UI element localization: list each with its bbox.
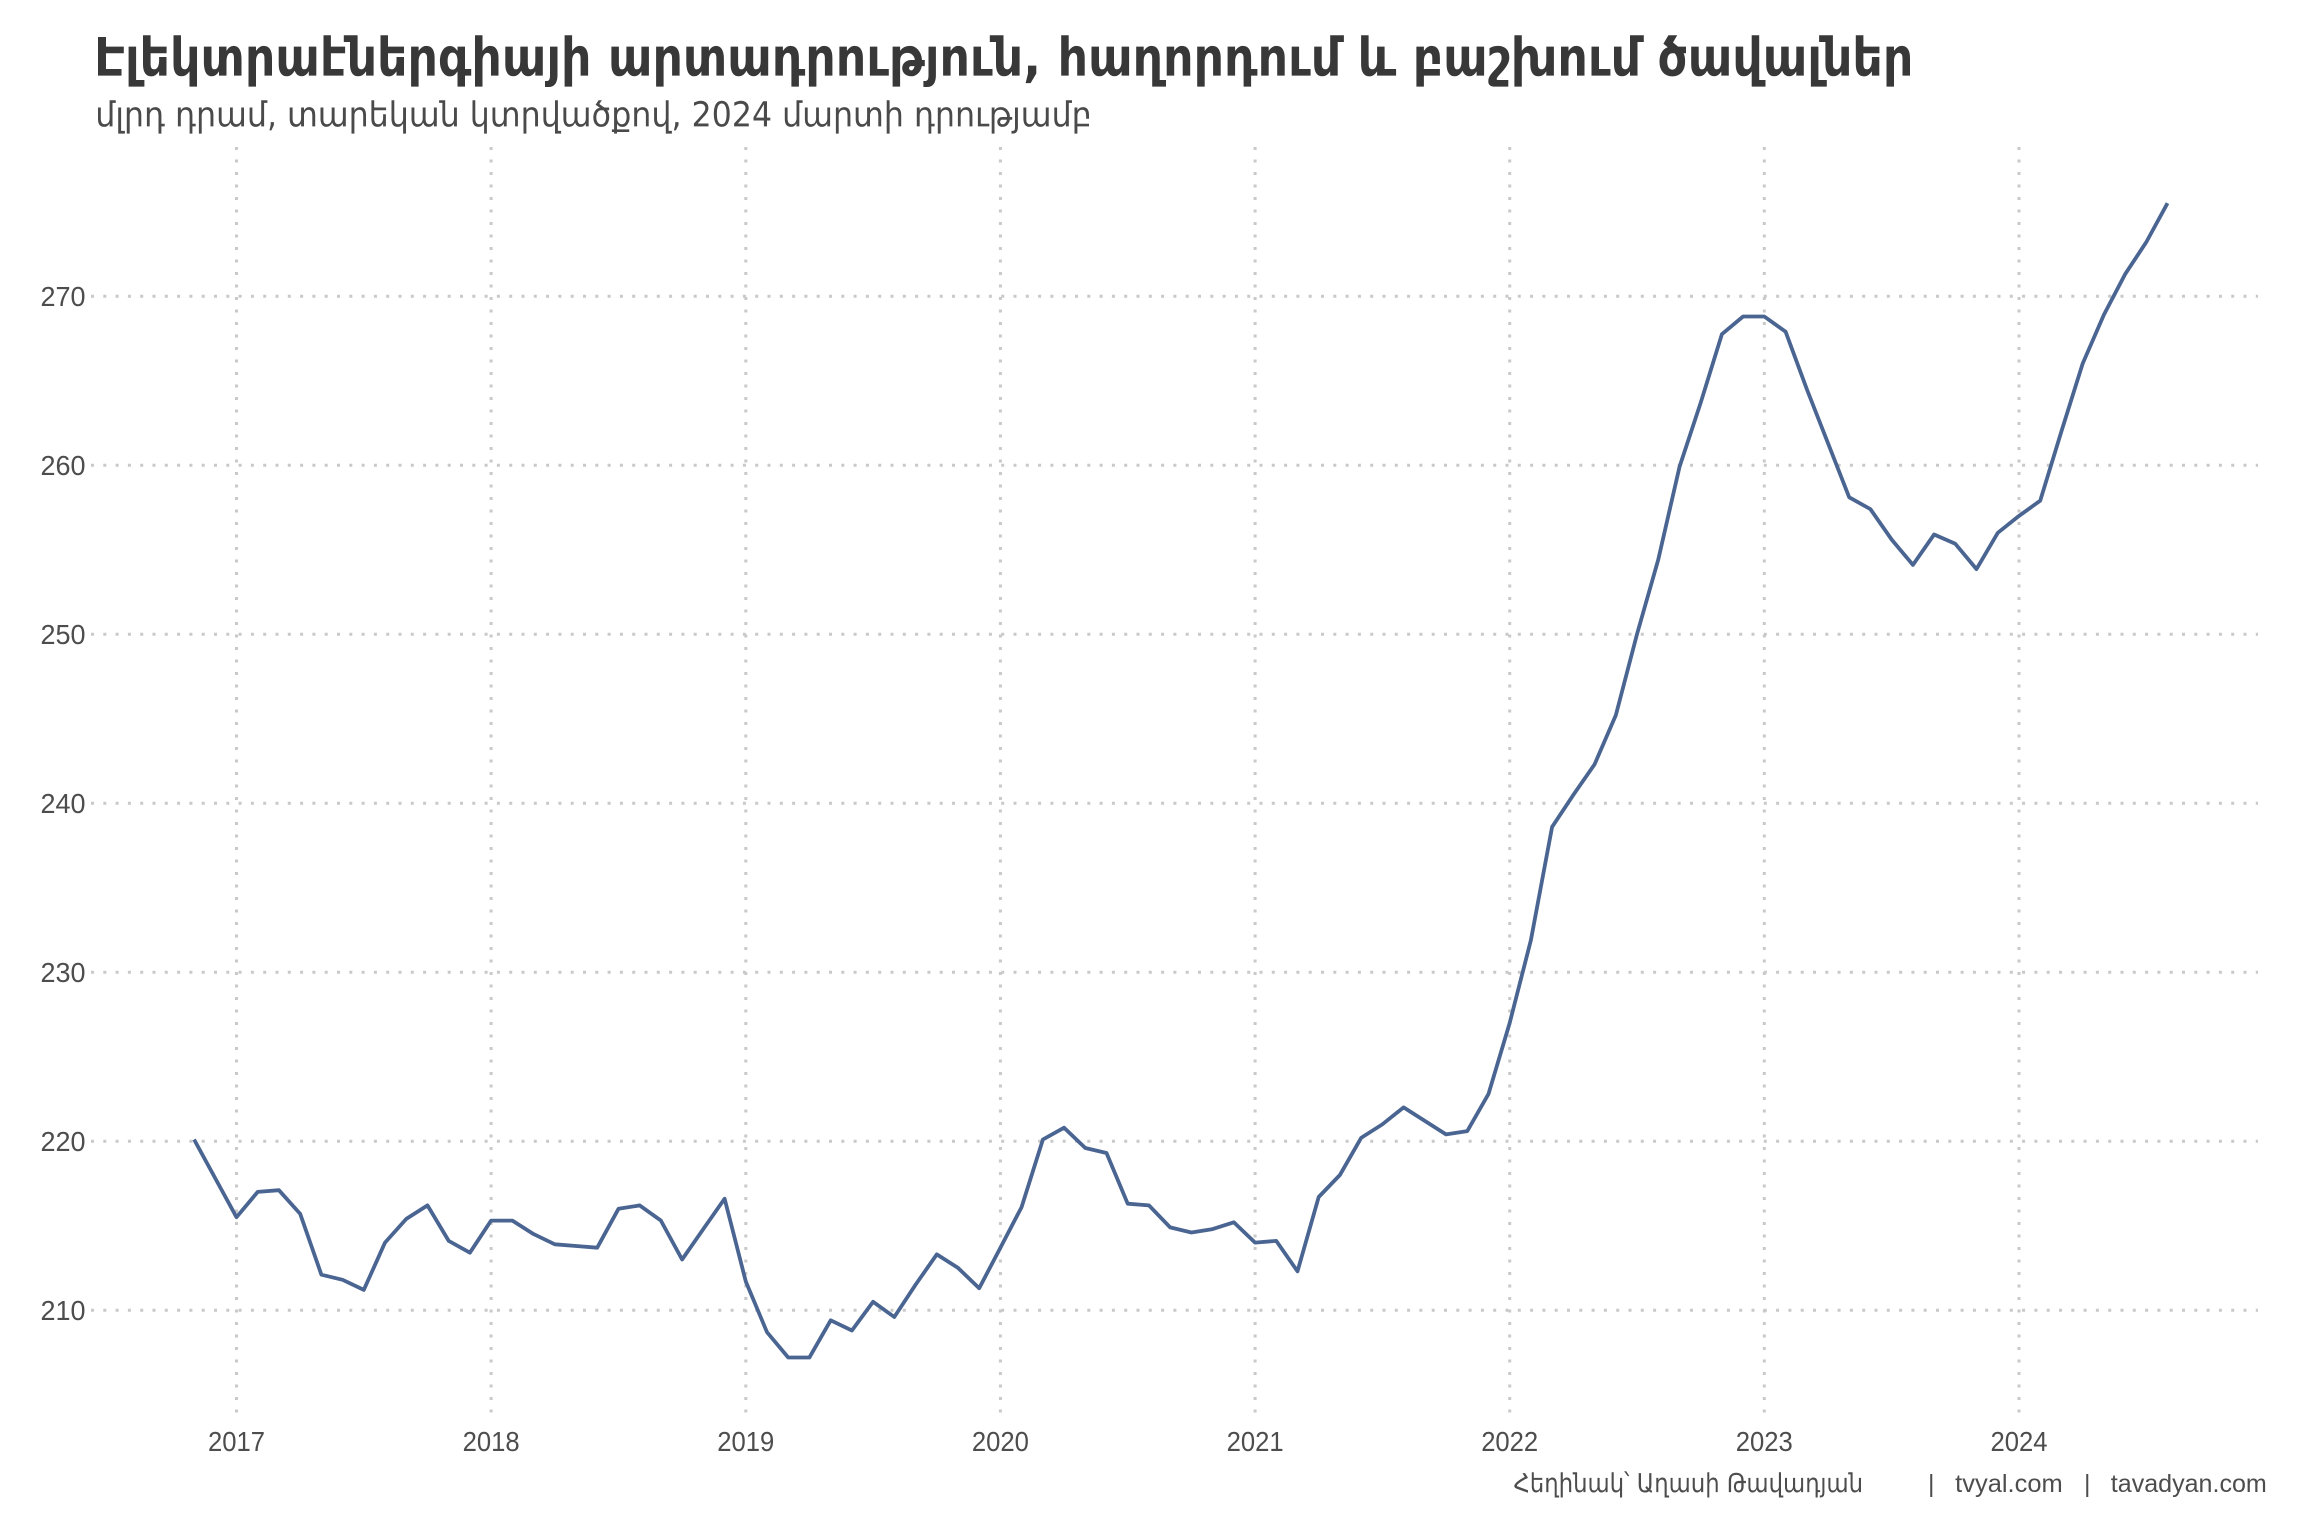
svg-text:tvyal.com: tvyal.com bbox=[1955, 1470, 2063, 1498]
svg-text:2020: 2020 bbox=[972, 1426, 1029, 1457]
svg-text:|: | bbox=[2084, 1470, 2091, 1498]
svg-text:2019: 2019 bbox=[717, 1426, 774, 1457]
svg-text:tavadyan.com: tavadyan.com bbox=[2111, 1470, 2267, 1498]
svg-text:|: | bbox=[1928, 1470, 1935, 1498]
svg-text:220: 220 bbox=[41, 1126, 86, 1157]
svg-text:2017: 2017 bbox=[208, 1426, 265, 1457]
svg-text:250: 250 bbox=[41, 619, 86, 650]
svg-text:2018: 2018 bbox=[463, 1426, 520, 1457]
svg-text:270: 270 bbox=[41, 281, 86, 312]
svg-text:2024: 2024 bbox=[1991, 1426, 2048, 1457]
svg-text:210: 210 bbox=[41, 1295, 86, 1326]
svg-text:260: 260 bbox=[41, 450, 86, 481]
svg-text:240: 240 bbox=[41, 788, 86, 819]
svg-text:230: 230 bbox=[41, 957, 86, 988]
svg-text:2022: 2022 bbox=[1481, 1426, 1538, 1457]
svg-text:2023: 2023 bbox=[1736, 1426, 1793, 1457]
svg-text:2021: 2021 bbox=[1227, 1426, 1284, 1457]
